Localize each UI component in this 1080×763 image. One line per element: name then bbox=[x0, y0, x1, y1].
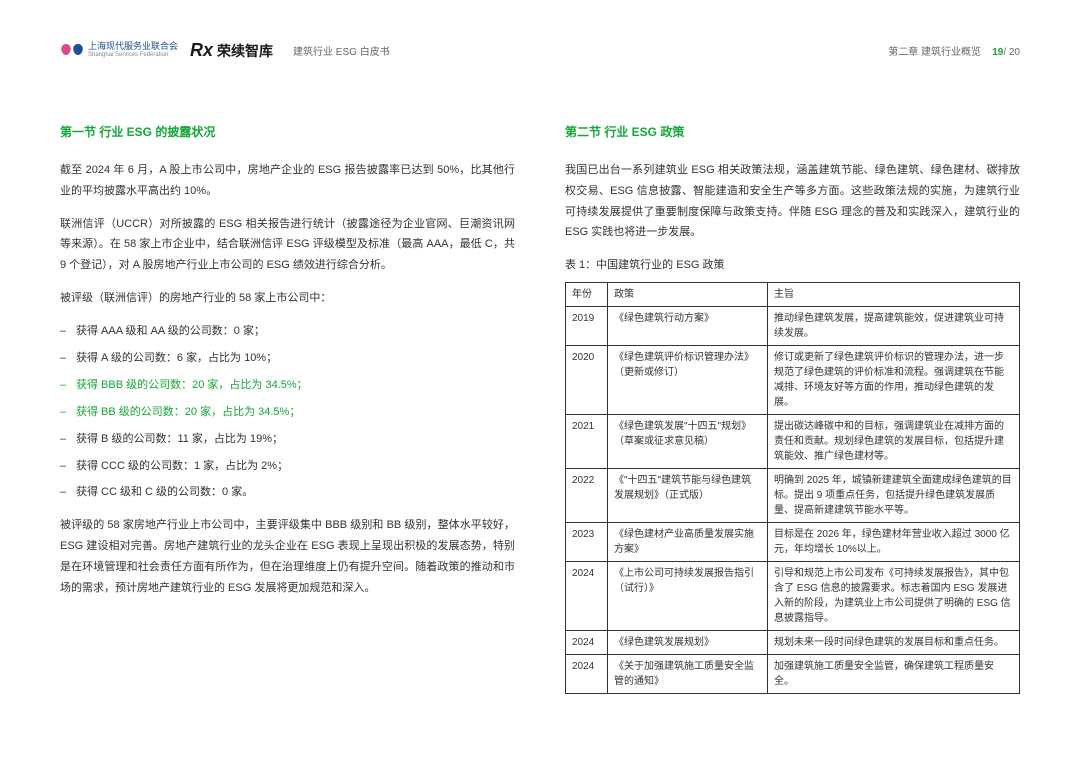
table-cell: 2022 bbox=[566, 469, 608, 523]
rating-list: 获得 AAA 级和 AA 级的公司数：0 家； 获得 A 级的公司数：6 家，占比… bbox=[60, 321, 515, 503]
page-current: 19 bbox=[992, 47, 1003, 58]
logo-ssf: 上海现代服务业联合会 Shanghai Services Federation bbox=[60, 42, 178, 60]
page-header: 上海现代服务业联合会 Shanghai Services Federation … bbox=[60, 40, 1020, 61]
table-cell: 2021 bbox=[566, 415, 608, 469]
table-cell: 《关于加强建筑施工质量安全监管的通知》 bbox=[608, 655, 768, 694]
table-cell: 2024 bbox=[566, 655, 608, 694]
table-row: 2020《绿色建筑评价标识管理办法》（更新或修订）修订或更新了绿色建筑评价标识的… bbox=[566, 346, 1020, 415]
table-header-row: 年份 政策 主旨 bbox=[566, 283, 1020, 307]
list-item: 获得 B 级的公司数：11 家，占比为 19%； bbox=[60, 429, 515, 450]
list-item: 获得 AAA 级和 AA 级的公司数：0 家； bbox=[60, 321, 515, 342]
chapter-label: 第二章 建筑行业概览 bbox=[888, 47, 981, 58]
ssf-name-en: Shanghai Services Federation bbox=[88, 52, 178, 59]
content-columns: 第一节 行业 ESG 的披露状况 截至 2024 年 6 月，A 股上市公司中，… bbox=[60, 121, 1020, 694]
header-logos: 上海现代服务业联合会 Shanghai Services Federation … bbox=[60, 40, 390, 61]
table-cell: 《绿色建筑评价标识管理办法》（更新或修订） bbox=[608, 346, 768, 415]
list-item: 获得 BB 级的公司数：20 家，占比为 34.5%； bbox=[60, 402, 515, 423]
logo-rx: Rx 荣续智库 bbox=[190, 40, 273, 61]
table-cell: 《上市公司可持续发展报告指引（试行）》 bbox=[608, 562, 768, 631]
list-item: 获得 BBB 级的公司数：20 家，占比为 34.5%； bbox=[60, 375, 515, 396]
th-gist: 主旨 bbox=[768, 283, 1020, 307]
ssf-name-cn: 上海现代服务业联合会 bbox=[88, 42, 178, 52]
table-row: 2021《绿色建筑发展"十四五"规划》（草案或征求意见稿）提出碳达峰碳中和的目标… bbox=[566, 415, 1020, 469]
table-cell: 2020 bbox=[566, 346, 608, 415]
section-title-1: 第一节 行业 ESG 的披露状况 bbox=[60, 121, 515, 144]
section-title-2: 第二节 行业 ESG 政策 bbox=[565, 121, 1020, 144]
table-cell: 修订或更新了绿色建筑评价标识的管理办法，进一步规范了绿色建筑的评价标准和流程。强… bbox=[768, 346, 1020, 415]
table-cell: 明确到 2025 年，城镇新建建筑全面建成绿色建筑的目标。提出 9 项重点任务，… bbox=[768, 469, 1020, 523]
left-column: 第一节 行业 ESG 的披露状况 截至 2024 年 6 月，A 股上市公司中，… bbox=[60, 121, 515, 694]
table-row: 2023《绿色建材产业高质量发展实施方案》目标是在 2026 年，绿色建材年营业… bbox=[566, 523, 1020, 562]
ssf-icon bbox=[60, 42, 84, 60]
left-para-1: 截至 2024 年 6 月，A 股上市公司中，房地产企业的 ESG 报告披露率已… bbox=[60, 160, 515, 202]
table-row: 2022《"十四五"建筑节能与绿色建筑发展规划》（正式版）明确到 2025 年，… bbox=[566, 469, 1020, 523]
left-para-3: 被评级（联洲信评）的房地产行业的 58 家上市公司中： bbox=[60, 288, 515, 309]
table-cell: 提出碳达峰碳中和的目标，强调建筑业在减排方面的责任和贡献。规划绿色建筑的发展目标… bbox=[768, 415, 1020, 469]
table-row: 2019《绿色建筑行动方案》推动绿色建筑发展，提高建筑能效，促进建筑业可持续发展… bbox=[566, 307, 1020, 346]
table-row: 2024《绿色建筑发展规划》规划未来一段时间绿色建筑的发展目标和重点任务。 bbox=[566, 631, 1020, 655]
table-row: 2024《关于加强建筑施工质量安全监管的通知》加强建筑施工质量安全监管，确保建筑… bbox=[566, 655, 1020, 694]
table-cell: 2023 bbox=[566, 523, 608, 562]
list-item: 获得 CC 级和 C 级的公司数：0 家。 bbox=[60, 482, 515, 503]
table-cell: 2024 bbox=[566, 631, 608, 655]
table-caption: 表 1：中国建筑行业的 ESG 政策 bbox=[565, 255, 1020, 276]
table-row: 2024《上市公司可持续发展报告指引（试行）》引导和规范上市公司发布《可持续发展… bbox=[566, 562, 1020, 631]
table-cell: 规划未来一段时间绿色建筑的发展目标和重点任务。 bbox=[768, 631, 1020, 655]
rx-text: 荣续智库 bbox=[217, 41, 273, 61]
table-cell: 引导和规范上市公司发布《可持续发展报告》，其中包含了 ESG 信息的披露要求。标… bbox=[768, 562, 1020, 631]
list-item: 获得 CCC 级的公司数：1 家，占比为 2%； bbox=[60, 456, 515, 477]
rx-icon: Rx bbox=[190, 40, 213, 61]
page-total: / 20 bbox=[1003, 47, 1020, 58]
table-cell: 目标是在 2026 年，绿色建材年营业收入超过 3000 亿元，年均增长 10%… bbox=[768, 523, 1020, 562]
doc-title: 建筑行业 ESG 白皮书 bbox=[293, 43, 390, 58]
header-right: 第二章 建筑行业概览 19/ 20 bbox=[888, 43, 1020, 58]
table-cell: 2024 bbox=[566, 562, 608, 631]
table-cell: 《绿色建筑发展规划》 bbox=[608, 631, 768, 655]
th-policy: 政策 bbox=[608, 283, 768, 307]
table-cell: 推动绿色建筑发展，提高建筑能效，促进建筑业可持续发展。 bbox=[768, 307, 1020, 346]
left-para-4: 被评级的 58 家房地产行业上市公司中，主要评级集中 BBB 级别和 BB 级别… bbox=[60, 515, 515, 599]
table-cell: 2019 bbox=[566, 307, 608, 346]
table-cell: 加强建筑施工质量安全监管，确保建筑工程质量安全。 bbox=[768, 655, 1020, 694]
left-para-2: 联洲信评（UCCR）对所披露的 ESG 相关报告进行统计（披露途径为企业官网、巨… bbox=[60, 214, 515, 277]
th-year: 年份 bbox=[566, 283, 608, 307]
table-cell: 《绿色建材产业高质量发展实施方案》 bbox=[608, 523, 768, 562]
list-item: 获得 A 级的公司数：6 家，占比为 10%； bbox=[60, 348, 515, 369]
table-cell: 《"十四五"建筑节能与绿色建筑发展规划》（正式版） bbox=[608, 469, 768, 523]
table-cell: 《绿色建筑行动方案》 bbox=[608, 307, 768, 346]
policy-table: 年份 政策 主旨 2019《绿色建筑行动方案》推动绿色建筑发展，提高建筑能效，促… bbox=[565, 282, 1020, 694]
table-cell: 《绿色建筑发展"十四五"规划》（草案或征求意见稿） bbox=[608, 415, 768, 469]
right-para-1: 我国已出台一系列建筑业 ESG 相关政策法规，涵盖建筑节能、绿色建筑、绿色建材、… bbox=[565, 160, 1020, 244]
right-column: 第二节 行业 ESG 政策 我国已出台一系列建筑业 ESG 相关政策法规，涵盖建… bbox=[565, 121, 1020, 694]
